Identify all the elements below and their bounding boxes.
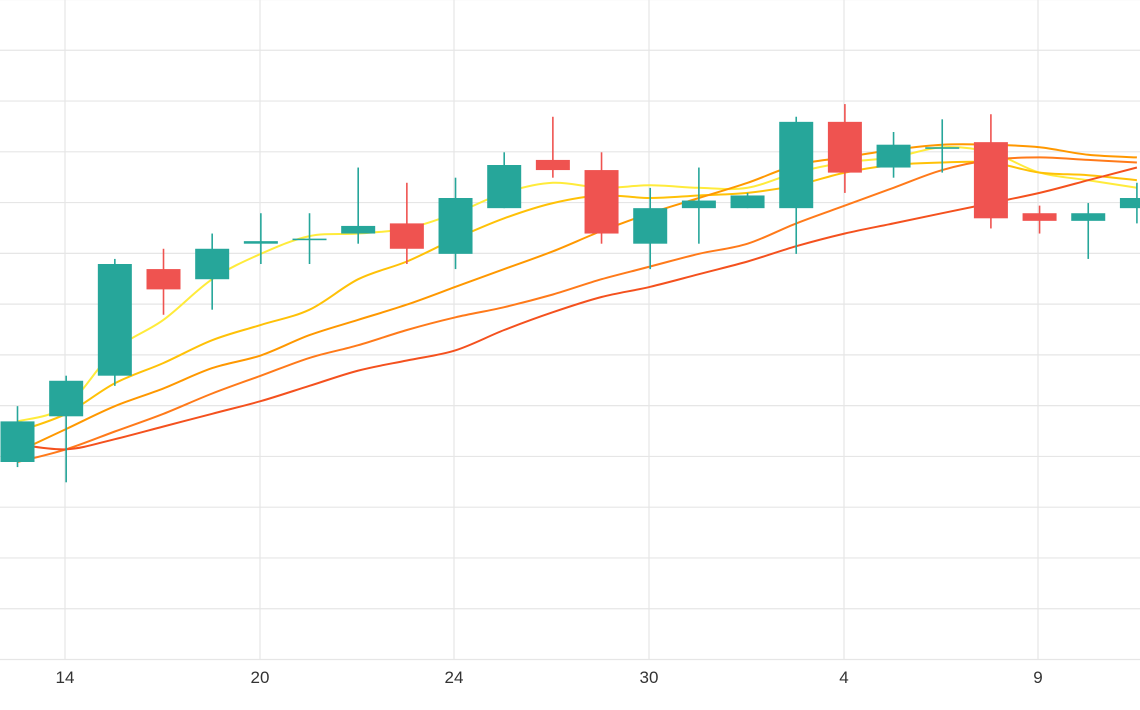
candle-2 [97,258,132,386]
candle-body-6 [292,238,327,241]
candle-19 [925,119,960,173]
x-tick-label-1: 20 [251,668,270,687]
ma-line-1 [17,160,1137,433]
candle-body-14 [681,200,716,209]
candle-23 [1119,182,1140,224]
candles [0,104,1140,483]
moving-average-lines [17,143,1138,463]
candle-body-1 [49,380,84,417]
x-axis: 14 20 24 30 4 9 [56,668,1043,687]
candle-1 [49,375,84,483]
candle-7 [341,167,376,244]
candle-body-8 [389,223,424,249]
ma-line-0 [17,146,1138,423]
candle-body-5 [243,241,278,244]
candle-body-19 [925,147,960,149]
candle-body-7 [341,225,376,234]
candle-body-11 [535,159,570,171]
candle-12 [584,152,619,244]
grid [0,0,1140,661]
x-tick-label-0: 14 [56,668,75,687]
ma-line-2 [17,143,1137,453]
candle-body-10 [487,165,522,209]
candle-9 [438,177,473,270]
candle-body-12 [584,170,619,234]
candle-17 [827,104,862,193]
candle-body-4 [195,248,230,280]
candle-4 [195,233,230,310]
candle-body-9 [438,198,473,254]
x-tick-label-3: 30 [640,668,659,687]
candle-body-16 [779,121,814,209]
candle-body-0 [0,421,35,462]
x-tick-label-2: 24 [445,668,464,687]
ma-line-4 [17,166,1138,451]
candle-16 [779,116,814,254]
candle-18 [876,132,911,178]
candle-body-13 [633,208,668,244]
candle-10 [487,152,522,209]
candle-body-21 [1022,213,1057,221]
candle-8 [389,182,424,264]
candle-body-2 [97,264,132,376]
candle-body-20 [973,142,1008,219]
candle-body-22 [1071,213,1106,221]
candle-body-17 [827,121,862,173]
ma-line-3 [17,156,1137,463]
candle-3 [146,248,181,315]
x-tick-label-5: 9 [1033,668,1042,687]
candle-6 [292,213,327,264]
candle-body-23 [1119,198,1140,209]
candle-21 [1022,205,1057,234]
candle-body-18 [876,144,911,168]
candle-15 [730,192,765,209]
candle-body-15 [730,195,765,209]
candle-0 [0,406,35,468]
candle-11 [535,116,570,178]
candle-22 [1071,203,1106,259]
candle-13 [633,187,668,270]
candle-20 [973,114,1008,229]
candle-5 [243,213,278,264]
candle-body-3 [146,269,181,290]
x-tick-label-4: 4 [839,668,848,687]
candle-14 [681,167,716,244]
